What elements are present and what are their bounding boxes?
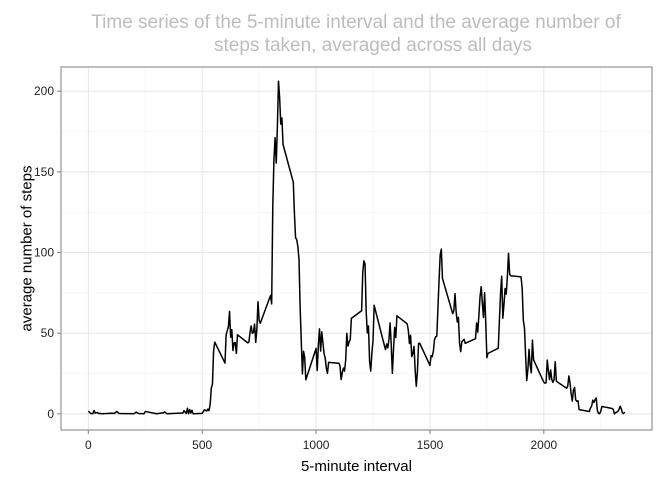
chart-title-line-2: steps taken, averaged across all days (214, 35, 532, 56)
plot-panel (60, 66, 653, 431)
series-line-average-steps (87, 80, 626, 415)
x-tick-label: 500 (192, 438, 212, 452)
x-tick-label: 0 (85, 438, 92, 452)
y-tick-label: 200 (34, 84, 54, 98)
x-axis-title: 5-minute interval (301, 458, 412, 475)
y-axis-title: average number of steps (18, 166, 35, 332)
y-tick-label: 0 (47, 407, 54, 421)
y-tick-label: 100 (34, 246, 54, 260)
chart-title-line-1: Time series of the 5-minute interval and… (91, 12, 621, 33)
axis-ticks: 0 500 1000 1500 2000 0 50 100 150 200 (34, 84, 558, 452)
y-tick-label: 50 (41, 326, 55, 340)
x-tick-label: 2000 (530, 438, 557, 452)
grid (61, 67, 652, 430)
x-tick-label: 1000 (303, 438, 330, 452)
x-tick-label: 1500 (417, 438, 444, 452)
y-tick-label: 150 (34, 165, 54, 179)
